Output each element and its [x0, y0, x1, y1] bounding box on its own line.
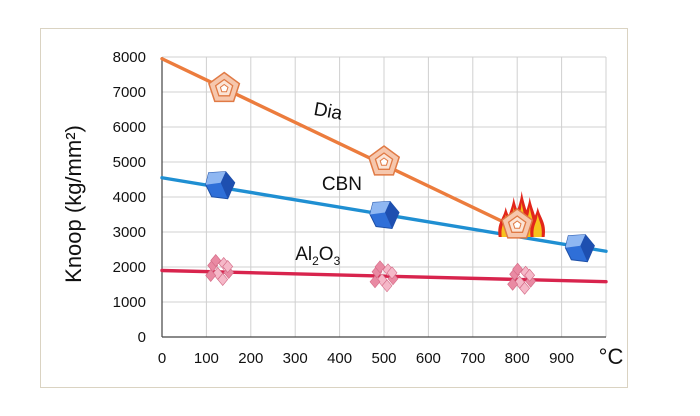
series-label-dia: Dia — [312, 99, 344, 125]
y-tick-label: 4000 — [113, 189, 146, 206]
y-axis-label: Knoop (kg/mm²) — [61, 125, 86, 283]
alumina-crystal-icon — [369, 260, 399, 293]
x-tick-label: 700 — [460, 350, 485, 367]
x-tick-label: 100 — [194, 350, 219, 367]
x-tick-label: 400 — [327, 350, 352, 367]
diamond-crystal-icon — [501, 208, 534, 239]
cbn-crystal-icon — [564, 234, 595, 263]
cbn-crystal-icon — [369, 200, 400, 230]
x-tick-label: 0 — [158, 350, 166, 367]
x-tick-label: 900 — [549, 350, 574, 367]
x-tick-label: 800 — [505, 350, 530, 367]
y-tick-label: 2000 — [113, 259, 146, 276]
x-tick-label: 300 — [283, 350, 308, 367]
y-tick-label: 7000 — [113, 84, 146, 101]
y-tick-label: 8000 — [113, 49, 146, 66]
alumina-crystal-icon — [205, 254, 235, 286]
series-label-al2o3: Al2O3 — [295, 244, 340, 268]
diamond-crystal-icon — [208, 71, 241, 103]
series-label-cbn: CBN — [322, 174, 362, 195]
y-tick-label: 3000 — [113, 224, 146, 241]
chart-frame: 0 1000 2000 3000 4000 5000 6000 7000 8000 0 100 200… — [40, 28, 628, 388]
y-tick-label: 0 — [138, 329, 146, 346]
cbn-crystal-icon — [205, 171, 236, 200]
y-tick-label: 5000 — [113, 154, 146, 171]
x-tick-label: 600 — [416, 350, 441, 367]
y-tick-label: 1000 — [113, 294, 146, 311]
diamond-crystal-icon — [367, 145, 401, 176]
y-tick-label: 6000 — [113, 119, 146, 136]
alumina-crystal-icon — [507, 262, 537, 295]
x-tick-label: 500 — [371, 350, 396, 367]
hardness-temperature-chart: 0 1000 2000 3000 4000 5000 6000 7000 8000 0 100 200… — [61, 49, 624, 369]
x-axis-unit: °C — [599, 344, 624, 369]
x-tick-label: 200 — [238, 350, 263, 367]
